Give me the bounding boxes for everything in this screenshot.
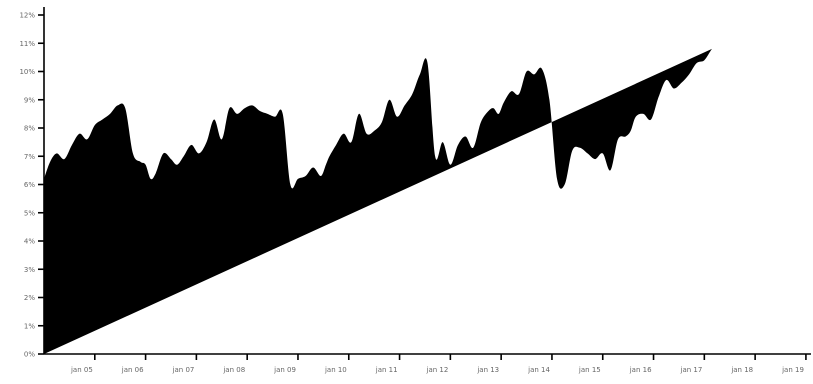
y-tick-label: 9%	[24, 96, 35, 104]
y-tick-label: 2%	[24, 294, 35, 302]
y-tick-label: 3%	[24, 266, 35, 274]
y-tick-label: 1%	[24, 322, 35, 330]
x-tick-label: jan 13	[476, 366, 499, 374]
area-layer	[44, 48, 712, 355]
x-tick-label: jan 10	[324, 366, 347, 374]
x-tick-label: jan 16	[629, 366, 652, 374]
y-tick-label: 0%	[24, 351, 35, 359]
x-tick-label: jan 12	[426, 366, 449, 374]
x-tick-label: jan 07	[172, 366, 195, 374]
x-tick-label: jan 19	[781, 366, 804, 374]
y-ticks: 0% 1% 2% 3% 4% 5% 6% 7% 8% 9% 10% 11% 12%	[19, 12, 44, 359]
y-tick-label: 6%	[24, 181, 35, 189]
area-series	[44, 48, 712, 355]
y-tick-label: 8%	[24, 125, 35, 133]
y-tick-label: 12%	[19, 12, 35, 20]
y-tick-label: 10%	[19, 68, 35, 76]
y-tick-label: 4%	[24, 238, 35, 246]
x-tick-label: jan 18	[730, 366, 753, 374]
x-tick-label: jan 05	[70, 366, 93, 374]
x-tick-label: jan 09	[273, 366, 296, 374]
x-tick-label: jan 11	[375, 366, 398, 374]
x-tick-label: jan 15	[578, 366, 601, 374]
axes	[43, 7, 811, 355]
y-tick-label: 11%	[19, 40, 35, 48]
y-tick-label: 7%	[24, 153, 35, 161]
x-tick-label: jan 08	[222, 366, 245, 374]
y-tick-label: 5%	[24, 209, 35, 217]
x-ticks: jan 05 jan 06 jan 07 jan 08 jan 09 jan 10 jan …	[70, 354, 807, 374]
x-tick-label: jan 14	[527, 366, 550, 374]
x-tick-label: jan 17	[680, 366, 703, 374]
x-tick-label: jan 06	[121, 366, 144, 374]
